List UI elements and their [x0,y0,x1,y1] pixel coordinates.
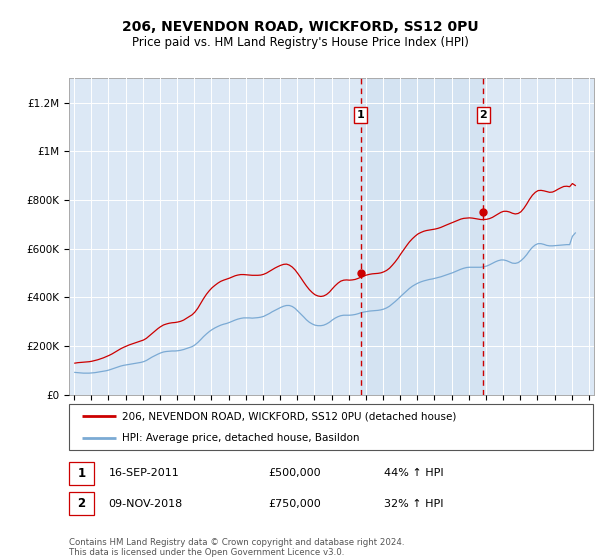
Text: £500,000: £500,000 [269,468,321,478]
Bar [361,78,484,395]
Text: 16-SEP-2011: 16-SEP-2011 [109,468,179,478]
Text: Contains HM Land Registry data © Crown copyright and database right 2024.
This d: Contains HM Land Registry data © Crown c… [69,538,404,557]
Text: HPI: Average price, detached house, Basildon: HPI: Average price, detached house, Basi… [121,433,359,443]
Text: 1: 1 [357,110,365,120]
Text: 206, NEVENDON ROAD, WICKFORD, SS12 0PU (detached house): 206, NEVENDON ROAD, WICKFORD, SS12 0PU (… [121,411,456,421]
FancyBboxPatch shape [69,404,593,450]
Text: 2: 2 [77,497,86,510]
Text: 44% ↑ HPI: 44% ↑ HPI [384,468,443,478]
Text: 206, NEVENDON ROAD, WICKFORD, SS12 0PU: 206, NEVENDON ROAD, WICKFORD, SS12 0PU [122,20,478,34]
Text: 1: 1 [77,467,86,480]
Text: 32% ↑ HPI: 32% ↑ HPI [384,498,443,508]
Text: Price paid vs. HM Land Registry's House Price Index (HPI): Price paid vs. HM Land Registry's House … [131,36,469,49]
FancyBboxPatch shape [69,492,94,515]
FancyBboxPatch shape [69,462,94,484]
Text: £750,000: £750,000 [269,498,321,508]
Text: 09-NOV-2018: 09-NOV-2018 [109,498,182,508]
Text: 2: 2 [479,110,487,120]
